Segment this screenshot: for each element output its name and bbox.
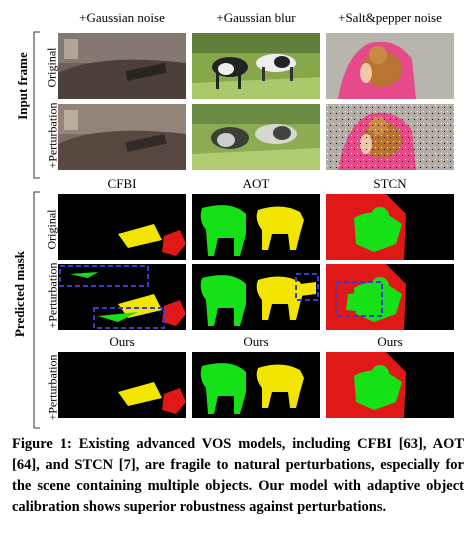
- mask-ours-3: [326, 352, 454, 418]
- mask-stcn-original: [326, 194, 454, 260]
- group-label-predicted-mask: Predicted mask: [12, 250, 27, 338]
- column-header-aot: AOT: [242, 176, 270, 191]
- column-header-cfbi: CFBI: [107, 176, 137, 191]
- frame-perturbed-noise: [58, 104, 186, 170]
- frame-perturbed-blur: [192, 104, 320, 170]
- frame-perturbed-saltpepper: [326, 104, 454, 170]
- mask-cfbi-original: [58, 194, 186, 260]
- mask-aot-original: [192, 194, 320, 260]
- mask-cfbi-perturbed: [58, 264, 186, 330]
- figure-caption: Figure 1: Existing advanced VOS models, …: [12, 434, 464, 518]
- caption-text: Existing advanced VOS models, including …: [12, 436, 465, 515]
- column-header-ours-3: Ours: [377, 334, 403, 349]
- mask-stcn-perturbed: [326, 264, 454, 330]
- column-header-salt-pepper: +Salt&pepper noise: [338, 10, 442, 25]
- mask-ours-2: [192, 352, 320, 418]
- frame-original-saltpepper: [326, 33, 454, 99]
- column-header-gaussian-blur: +Gaussian blur: [216, 10, 296, 25]
- column-header-ours-1: Ours: [109, 334, 135, 349]
- group-label-input-frame: Input frame: [15, 52, 30, 120]
- column-header-ours-2: Ours: [243, 334, 269, 349]
- caption-label: Figure 1:: [12, 436, 72, 452]
- mask-aot-perturbed: [192, 264, 320, 330]
- frame-original-blur: [192, 33, 320, 99]
- mask-ours-1: [58, 352, 186, 418]
- column-header-gaussian-noise: +Gaussian noise: [79, 10, 165, 25]
- bracket-input: [33, 31, 40, 179]
- frame-original-noise: [58, 33, 186, 99]
- bracket-pred: [33, 191, 40, 429]
- column-header-stcn: STCN: [373, 176, 407, 191]
